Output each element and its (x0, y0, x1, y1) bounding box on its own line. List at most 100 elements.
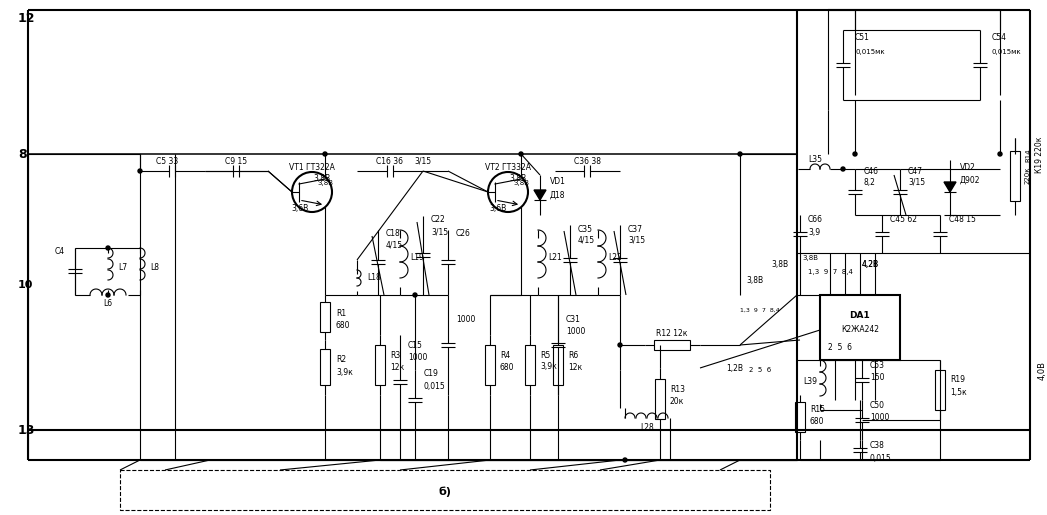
Text: 680: 680 (336, 320, 351, 330)
Text: C26: C26 (456, 230, 471, 238)
Text: R2: R2 (336, 355, 347, 365)
Text: 150: 150 (870, 373, 885, 383)
Text: L6: L6 (104, 299, 113, 307)
Text: C31: C31 (566, 316, 581, 324)
Text: К19 220к: К19 220к (1035, 137, 1045, 173)
Text: R14: R14 (1025, 148, 1031, 162)
Circle shape (618, 343, 622, 347)
Text: 0,015мк: 0,015мк (855, 49, 885, 55)
Text: C46: C46 (864, 167, 879, 177)
Text: C5 33: C5 33 (156, 157, 178, 165)
Text: VT1 ГТ322А: VT1 ГТ322А (289, 163, 335, 171)
Text: 0,015мк: 0,015мк (992, 49, 1022, 55)
Text: C19: C19 (424, 369, 439, 379)
Text: 1,3  9  7  8,4: 1,3 9 7 8,4 (740, 307, 780, 313)
Text: C35: C35 (578, 225, 593, 233)
Text: L28: L28 (640, 422, 654, 432)
Text: C48 15: C48 15 (949, 215, 976, 225)
Text: |: | (828, 258, 831, 266)
Circle shape (998, 152, 1002, 156)
Text: 4/15: 4/15 (386, 241, 403, 249)
Text: 680: 680 (500, 363, 514, 371)
Text: R4: R4 (500, 351, 510, 359)
Text: R13: R13 (670, 386, 685, 394)
Text: 3,9к: 3,9к (336, 368, 353, 376)
Bar (525, 345, 535, 385)
Bar (320, 349, 330, 385)
Text: 10: 10 (18, 280, 34, 290)
Text: 1,3  9  7  8,4: 1,3 9 7 8,4 (807, 269, 852, 275)
Text: C36 38: C36 38 (574, 157, 601, 165)
Circle shape (138, 169, 142, 173)
Text: 3,8В: 3,8В (510, 174, 527, 182)
Text: Д902: Д902 (960, 176, 980, 184)
Text: C51: C51 (855, 33, 870, 43)
Text: C15: C15 (408, 340, 423, 350)
Text: C9 15: C9 15 (225, 157, 247, 165)
Bar (820, 295, 900, 360)
Circle shape (519, 152, 524, 156)
Text: 0,015: 0,015 (870, 454, 892, 462)
Text: 3,8В: 3,8В (802, 255, 818, 261)
Bar (320, 302, 330, 332)
Bar (654, 340, 690, 350)
Text: 4/15: 4/15 (578, 235, 595, 245)
Polygon shape (534, 190, 545, 200)
Text: L7: L7 (118, 264, 127, 272)
Text: C38: C38 (870, 441, 885, 451)
Text: 3/15: 3/15 (415, 157, 431, 165)
Text: 3,8В: 3,8В (747, 276, 763, 284)
Text: К2ЖА242: К2ЖА242 (841, 325, 879, 335)
Text: 3,9к: 3,9к (540, 363, 557, 371)
Circle shape (853, 152, 857, 156)
Text: 220к: 220к (1025, 166, 1031, 184)
Circle shape (106, 246, 110, 250)
Text: R12 12к: R12 12к (656, 330, 688, 338)
Bar (485, 345, 495, 385)
Text: VD1: VD1 (550, 178, 565, 186)
Text: C53: C53 (870, 360, 885, 369)
Text: 0,015: 0,015 (424, 382, 446, 390)
Polygon shape (944, 182, 956, 192)
Text: C66: C66 (808, 215, 823, 225)
Circle shape (623, 458, 627, 462)
Text: L18: L18 (367, 273, 381, 283)
Text: C37: C37 (628, 225, 643, 233)
Text: 1000: 1000 (456, 316, 475, 324)
Text: 12: 12 (18, 11, 36, 25)
Bar (375, 345, 385, 385)
Text: L21: L21 (548, 253, 562, 263)
Circle shape (413, 293, 417, 297)
Text: 2  5  6: 2 5 6 (828, 344, 852, 352)
Text: C16 36: C16 36 (377, 157, 403, 165)
Text: 4,2В: 4,2В (862, 260, 878, 268)
Text: 8: 8 (18, 147, 26, 161)
Text: 3/15: 3/15 (908, 178, 926, 186)
Text: 3/15: 3/15 (628, 235, 645, 245)
Text: DA1: DA1 (849, 312, 870, 320)
Text: 3,8В: 3,8В (313, 174, 331, 182)
Text: 1000: 1000 (408, 352, 427, 362)
Text: 12к: 12к (569, 363, 582, 371)
Text: 1,5к: 1,5к (950, 388, 966, 398)
Text: 3,8В: 3,8В (513, 180, 529, 186)
Text: VD2: VD2 (960, 163, 976, 173)
Circle shape (841, 167, 845, 171)
Text: R6: R6 (569, 351, 578, 359)
Text: 2  5  6: 2 5 6 (749, 367, 772, 373)
Text: R19: R19 (950, 375, 965, 385)
Text: C18: C18 (386, 230, 401, 238)
Text: Д18: Д18 (550, 191, 565, 199)
Text: 13: 13 (18, 423, 36, 437)
Text: 3/15: 3/15 (431, 228, 448, 236)
Bar (553, 345, 563, 385)
Text: 1000: 1000 (870, 414, 889, 422)
Text: C45 62: C45 62 (890, 215, 917, 225)
Text: C4: C4 (54, 248, 65, 256)
Text: 3,6В: 3,6В (291, 203, 309, 213)
Text: L35: L35 (808, 156, 822, 164)
Text: 3,8В: 3,8В (317, 180, 333, 186)
Text: 3,9: 3,9 (808, 228, 820, 236)
Text: C47: C47 (908, 167, 923, 177)
Bar (1010, 151, 1020, 201)
